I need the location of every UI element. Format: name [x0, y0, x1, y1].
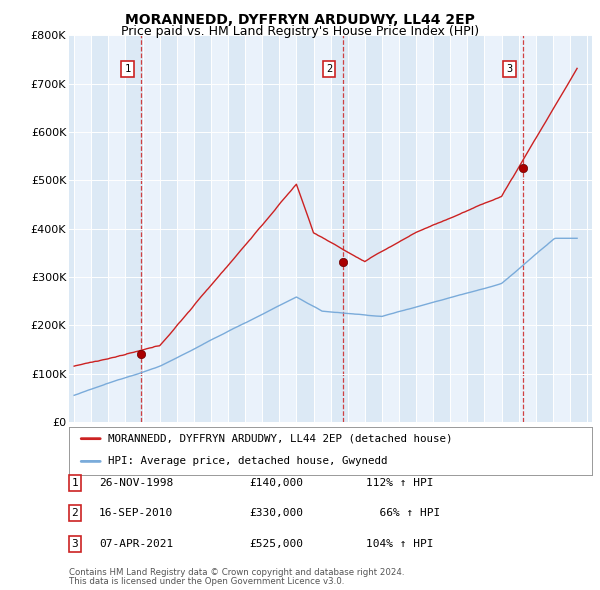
Text: 1: 1	[71, 478, 79, 487]
Text: MORANNEDD, DYFFRYN ARDUDWY, LL44 2EP (detached house): MORANNEDD, DYFFRYN ARDUDWY, LL44 2EP (de…	[108, 434, 453, 444]
Bar	[143, 35, 160, 422]
Text: 66% ↑ HPI: 66% ↑ HPI	[366, 509, 440, 518]
Bar	[177, 35, 194, 422]
Bar	[450, 35, 467, 422]
Text: 3: 3	[71, 539, 79, 549]
Text: 112% ↑ HPI: 112% ↑ HPI	[366, 478, 433, 487]
Bar	[109, 35, 125, 422]
Text: 2: 2	[326, 64, 332, 74]
Text: 26-NOV-1998: 26-NOV-1998	[99, 478, 173, 487]
Text: £330,000: £330,000	[249, 509, 303, 518]
Text: 2: 2	[71, 509, 79, 518]
Bar	[245, 35, 262, 422]
Text: £140,000: £140,000	[249, 478, 303, 487]
Text: 104% ↑ HPI: 104% ↑ HPI	[366, 539, 433, 549]
Bar	[280, 35, 296, 422]
Text: £525,000: £525,000	[249, 539, 303, 549]
Bar	[314, 35, 331, 422]
Text: 1: 1	[124, 64, 131, 74]
Bar	[74, 35, 91, 422]
Bar	[347, 35, 365, 422]
Bar	[382, 35, 399, 422]
Text: 3: 3	[506, 64, 513, 74]
Text: 16-SEP-2010: 16-SEP-2010	[99, 509, 173, 518]
Bar	[484, 35, 502, 422]
Bar	[553, 35, 570, 422]
Text: Price paid vs. HM Land Registry's House Price Index (HPI): Price paid vs. HM Land Registry's House …	[121, 25, 479, 38]
Text: This data is licensed under the Open Government Licence v3.0.: This data is licensed under the Open Gov…	[69, 578, 344, 586]
Text: MORANNEDD, DYFFRYN ARDUDWY, LL44 2EP: MORANNEDD, DYFFRYN ARDUDWY, LL44 2EP	[125, 13, 475, 27]
Text: Contains HM Land Registry data © Crown copyright and database right 2024.: Contains HM Land Registry data © Crown c…	[69, 568, 404, 577]
Text: 07-APR-2021: 07-APR-2021	[99, 539, 173, 549]
Text: HPI: Average price, detached house, Gwynedd: HPI: Average price, detached house, Gwyn…	[108, 457, 388, 467]
Bar	[211, 35, 228, 422]
Bar	[518, 35, 536, 422]
Bar	[416, 35, 433, 422]
